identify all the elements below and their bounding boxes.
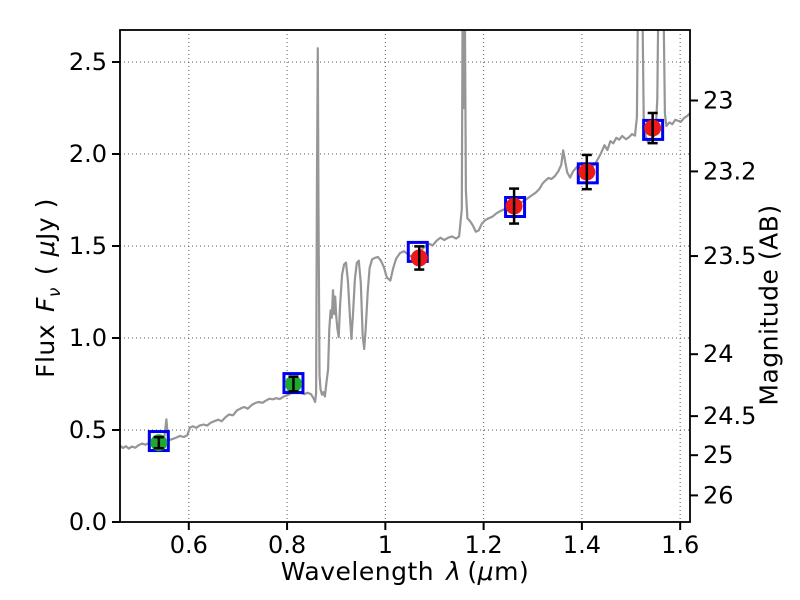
y-tick-label-mag: 24 bbox=[703, 340, 734, 368]
x-axis-label: Wavelength λ (μm) bbox=[281, 557, 529, 586]
y-tick-label-flux: 0.0 bbox=[69, 508, 107, 536]
y-axis-label-left-mu: μ bbox=[31, 239, 60, 257]
y-tick-label-mag: 23.2 bbox=[703, 157, 756, 185]
x-tick-label: 0.6 bbox=[170, 531, 208, 559]
y-axis-label-left: Flux Fν ( μJy ) bbox=[31, 198, 65, 378]
y-axis-label-left-nu: ν bbox=[45, 287, 65, 298]
axes-border bbox=[119, 29, 691, 523]
y-tick-label-mag: 23.5 bbox=[703, 242, 756, 270]
y-tick-label-flux: 2.5 bbox=[69, 48, 107, 76]
y-tick-label-mag: 23 bbox=[703, 86, 734, 114]
x-axis-label-unit-close: m) bbox=[494, 557, 530, 586]
x-tick-label: 1.2 bbox=[465, 531, 503, 559]
y-axis-label-right: Magnitude (AB) bbox=[755, 204, 784, 405]
x-tick-label: 1.4 bbox=[563, 531, 601, 559]
y-tick-label-flux: 1.0 bbox=[69, 324, 107, 352]
y-axis-label-left-unit-close: Jy ) bbox=[31, 198, 60, 240]
y-tick-label-flux: 0.5 bbox=[69, 416, 107, 444]
x-tick-label: 0.8 bbox=[268, 531, 306, 559]
y-tick-label-mag: 26 bbox=[703, 481, 734, 509]
x-axis-label-lambda: λ bbox=[446, 557, 462, 586]
y-axis-label-left-F: F bbox=[31, 297, 60, 312]
y-axis-label-left-word: Flux bbox=[31, 323, 60, 378]
y-tick-label-mag: 25 bbox=[703, 441, 734, 469]
x-axis-label-unit-open: ( bbox=[467, 557, 478, 586]
x-axis-label-word: Wavelength bbox=[280, 557, 435, 586]
y-axis-label-right-text: Magnitude (AB) bbox=[754, 204, 784, 406]
y-tick-label-flux: 1.5 bbox=[69, 232, 107, 260]
y-tick-label-flux: 2.0 bbox=[69, 140, 107, 168]
x-tick-label: 1 bbox=[378, 531, 393, 559]
spectrum-line bbox=[120, 30, 690, 450]
y-tick-label-mag: 24.5 bbox=[703, 402, 756, 430]
x-axis-label-mu: μ bbox=[477, 557, 495, 586]
x-tick-label: 1.6 bbox=[661, 531, 699, 559]
y-axis-label-left-unit-open: ( bbox=[31, 256, 60, 276]
